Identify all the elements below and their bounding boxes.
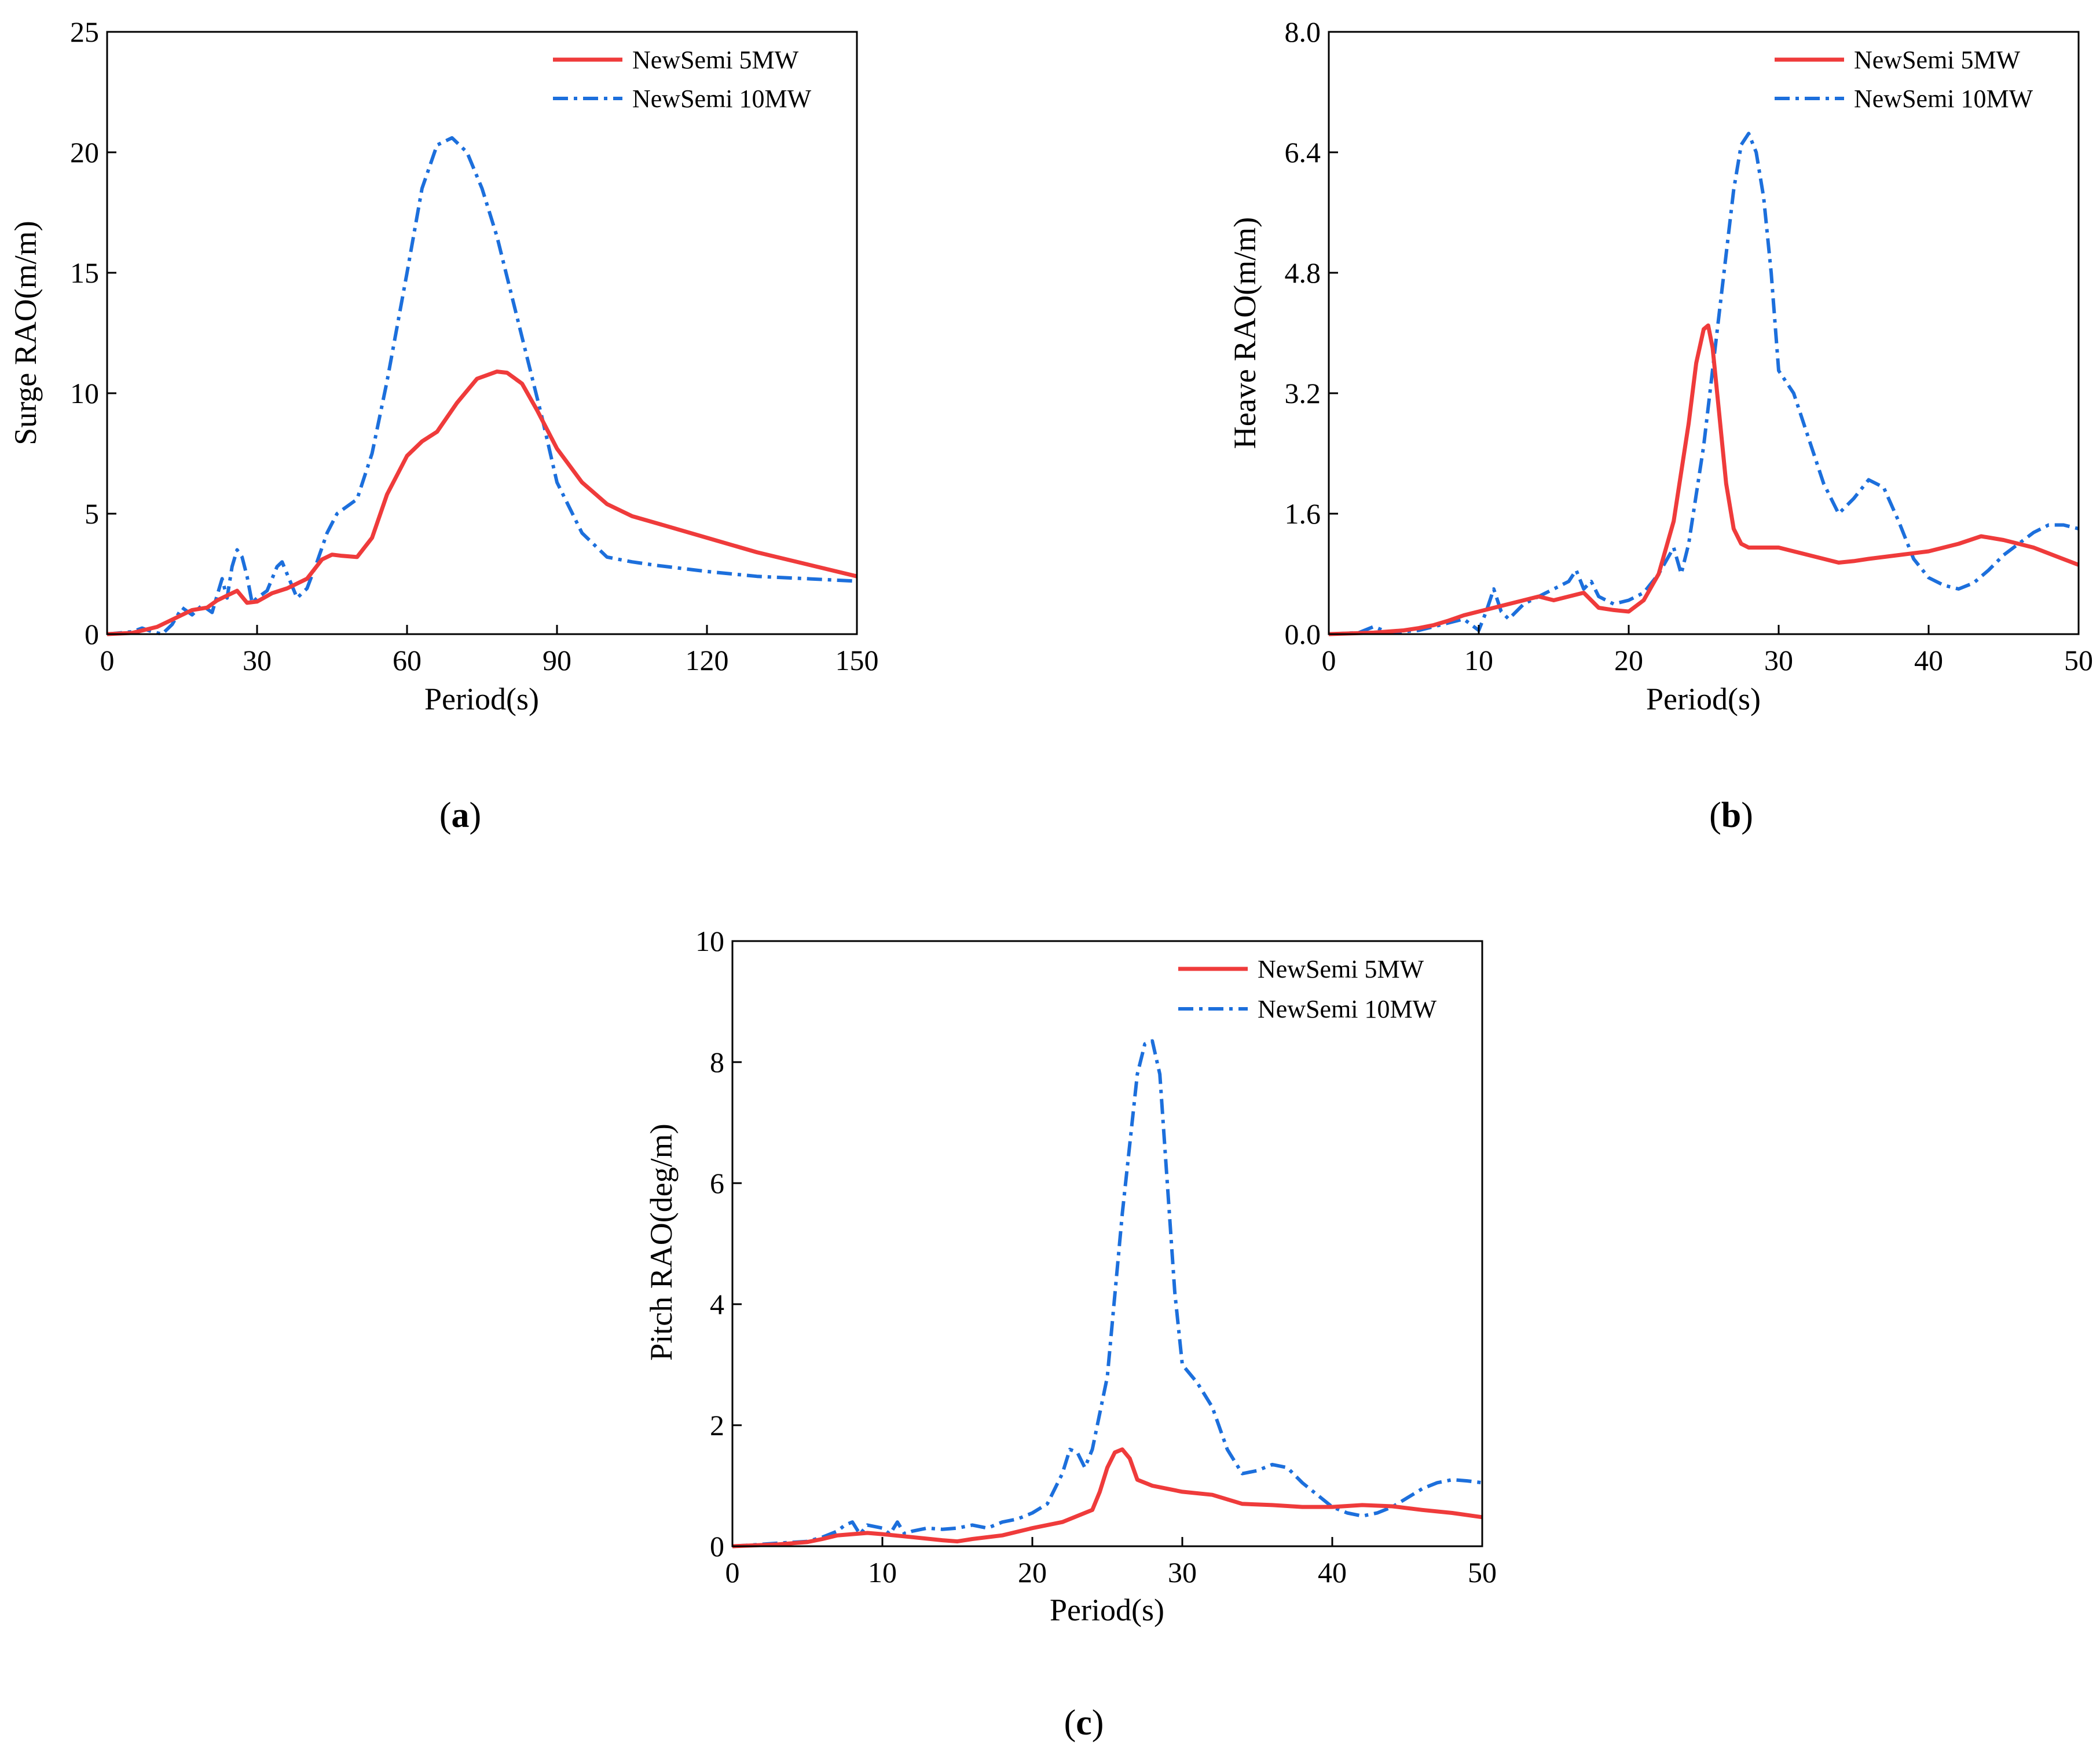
chart-b-legend-label-10mw: NewSemi 10MW (1854, 85, 2033, 113)
chart-a-y-tick-label: 25 (70, 16, 99, 48)
chart-a-x-tick-label: 0 (100, 644, 115, 676)
chart-c-panel-label-close: ) (1092, 1703, 1104, 1743)
chart-a-y-axis-title: Surge RAO(m/m) (8, 221, 43, 445)
chart-c-y-tick-label: 8 (710, 1046, 724, 1078)
chart-a-x-tick-label: 30 (243, 644, 272, 676)
chart-b-y-tick-label: 1.6 (1285, 497, 1321, 530)
chart-c-legend-label-5mw: NewSemi 5MW (1258, 955, 1424, 983)
chart-b-panel-label: (b) (1709, 796, 1753, 835)
chart-c-frame (731, 940, 1483, 1547)
chart-c-panel-label-letter: c (1076, 1703, 1092, 1743)
chart-c-x-tick-label: 0 (725, 1556, 740, 1589)
chart-c-series-5mw-line (732, 1447, 1483, 1549)
chart-c-tick-layer: 0 10 20 30 40 50 0 2 4 6 8 10 (695, 925, 1497, 1589)
chart-a-frame (106, 31, 858, 635)
chart-c-y-tick-label: 0 (710, 1530, 724, 1562)
chart-b-frame (1328, 31, 2080, 635)
chart-c-y-tick-label: 4 (710, 1288, 724, 1320)
chart-a-series-5mw-line (107, 369, 857, 636)
chart-c-x-tick-label: 20 (1018, 1556, 1047, 1589)
chart-b-x-tick-label: 20 (1614, 644, 1643, 676)
chart-c-y-axis-title: Pitch RAO(deg/m) (644, 1123, 679, 1360)
chart-b-panel-label-close: ) (1741, 796, 1753, 835)
chart-b-series-layer (1328, 131, 2080, 636)
chart-b-heave: 0 10 20 30 40 500.01.63.24.86.48.0 Period(s) … (1227, 16, 2093, 835)
chart-b-y-tick-label: 4.8 (1285, 257, 1321, 289)
chart-c-y-tick-label: 10 (695, 925, 724, 957)
chart-c-panel-label: (c) (1064, 1703, 1104, 1743)
chart-c-panel-label-open: ( (1064, 1703, 1076, 1743)
chart-b-series-5mw-line (1328, 323, 2080, 636)
chart-a-panel-label-close: ) (470, 796, 482, 835)
chart-a-legend-label-5mw: NewSemi 5MW (632, 46, 799, 74)
chart-c-y-tick-label: 6 (710, 1167, 724, 1199)
chart-a-x-axis-title: Period(s) (424, 682, 539, 716)
chart-a-x-tick-label: 120 (686, 644, 729, 676)
chart-c-pitch: 0 10 20 30 40 50 0 2 4 6 8 10 Period(s) Pitch RAO(d… (644, 925, 1497, 1743)
chart-b-series-10mw-line (1328, 131, 2079, 636)
chart-b-y-tick-label: 8.0 (1285, 16, 1321, 48)
chart-b-x-tick-label: 10 (1464, 644, 1493, 676)
chart-b-panel-label-open: ( (1709, 796, 1721, 835)
chart-a-panel-label-letter: a (452, 796, 470, 835)
chart-a-y-tick-label: 20 (70, 136, 99, 169)
chart-a-y-tick-label: 10 (70, 377, 99, 409)
chart-c-x-tick-label: 10 (868, 1556, 897, 1589)
chart-a-x-tick-label: 90 (543, 644, 571, 676)
chart-a-legend-label-10mw: NewSemi 10MW (632, 85, 812, 113)
chart-b-x-tick-label: 30 (1764, 644, 1793, 676)
chart-a-x-tick-label: 150 (835, 644, 879, 676)
chart-a-y-tick-label: 0 (85, 618, 99, 650)
chart-b-legend-label-5mw: NewSemi 5MW (1854, 46, 2021, 74)
chart-c-x-tick-label: 40 (1318, 1556, 1347, 1589)
chart-c-legend-label-10mw: NewSemi 10MW (1258, 995, 1437, 1023)
chart-a-x-tick-label: 60 (393, 644, 422, 676)
chart-c-x-tick-label: 50 (1468, 1556, 1497, 1589)
chart-b-x-tick-label: 0 (1322, 644, 1336, 676)
chart-a-surge: 0 30 60 90 120 150 0 5 10 15 20 25 Period(s) Surge … (8, 16, 879, 835)
chart-a-y-tick-label: 15 (70, 257, 99, 289)
chart-a-legend: NewSemi 5MW NewSemi 10MW (553, 46, 812, 113)
chart-b-y-axis-title: Heave RAO(m/m) (1227, 217, 1262, 449)
chart-a-panel-label: (a) (439, 796, 481, 835)
chart-b-y-tick-label: 3.2 (1285, 377, 1321, 409)
chart-c-y-tick-label: 2 (710, 1409, 724, 1441)
chart-b-x-tick-label: 50 (2064, 644, 2093, 676)
chart-c-x-tick-label: 30 (1168, 1556, 1197, 1589)
chart-b-x-axis-title: Period(s) (1646, 682, 1761, 716)
chart-b-panel-label-letter: b (1721, 796, 1741, 835)
chart-c-legend: NewSemi 5MW NewSemi 10MW (1178, 955, 1437, 1023)
chart-b-tick-layer: 0 10 20 30 40 50 0.0 1.6 3.2 4.8 6.4 8.0 (1285, 16, 2094, 676)
chart-c-series-layer (732, 1039, 1483, 1549)
chart-a-tick-layer: 0 30 60 90 120 150 0 5 10 15 20 25 (70, 16, 879, 676)
chart-c-x-axis-title: Period(s) (1050, 1593, 1164, 1627)
chart-a-series-layer (107, 136, 857, 636)
chart-b-y-tick-label: 0.0 (1285, 618, 1321, 650)
chart-b-legend: NewSemi 5MW NewSemi 10MW (1775, 46, 2033, 113)
chart-b-y-tick-label: 6.4 (1285, 136, 1321, 169)
chart-a-y-tick-label: 5 (85, 497, 99, 530)
chart-a-panel-label-open: ( (439, 796, 452, 835)
chart-b-x-tick-label: 40 (1914, 644, 1943, 676)
